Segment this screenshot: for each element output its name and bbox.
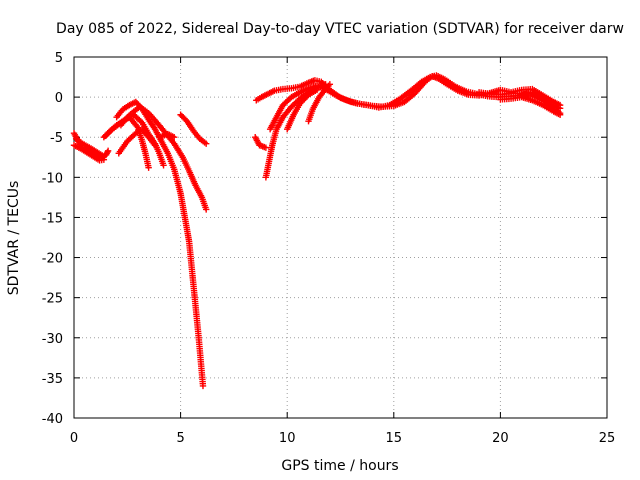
y-tick-label: -20 (42, 252, 63, 267)
data-point (262, 144, 270, 151)
series-arc-7 (115, 126, 159, 157)
y-tick-label: -30 (42, 332, 63, 347)
grid-lines (74, 57, 607, 418)
x-tick-label: 0 (70, 431, 78, 446)
chart-title: Day 085 of 2022, Sidereal Day-to-day VTE… (56, 21, 624, 37)
series-arc-17 (497, 93, 564, 118)
series-arc-10 (177, 111, 210, 147)
series-arc-15 (284, 86, 321, 133)
x-tick-label: 15 (386, 431, 403, 446)
x-tick-label: 25 (599, 431, 616, 446)
data-point (326, 81, 334, 88)
data-point (145, 164, 152, 171)
data-point (202, 206, 210, 213)
data-point (104, 148, 111, 156)
y-tick-label: -10 (42, 171, 63, 186)
x-tick-label: 5 (176, 431, 184, 446)
series-arc-18 (475, 89, 564, 112)
y-axis-title: SDTVAR / TECUs (6, 181, 22, 296)
series-arc-9 (156, 130, 178, 141)
y-tick-label: 0 (55, 91, 63, 106)
x-tick-label: 20 (492, 431, 509, 446)
y-tick-label: -25 (42, 292, 63, 307)
y-tick-label: 5 (55, 51, 63, 66)
series-arc-3 (72, 135, 108, 160)
y-tick-label: -35 (42, 372, 63, 387)
data-point (100, 153, 108, 160)
data-point (151, 142, 159, 149)
series-arc-11 (252, 134, 270, 151)
data-points (70, 72, 564, 390)
x-axis-title: GPS time / hours (281, 458, 398, 474)
y-tick-label: -5 (50, 131, 63, 146)
x-tick-label: 10 (279, 431, 296, 446)
data-point (556, 105, 564, 112)
plot-frame (73, 56, 608, 419)
y-tick-label: -15 (42, 211, 63, 226)
y-tick-label: -40 (42, 412, 63, 427)
series-arc-16 (305, 81, 334, 125)
data-point (556, 111, 564, 118)
data-point (313, 86, 321, 94)
data-point (202, 140, 210, 147)
data-point (171, 134, 178, 141)
data-point (104, 147, 112, 155)
data-point (137, 118, 145, 125)
series-arc-8 (102, 113, 152, 171)
data-point (160, 162, 167, 169)
axes: 0 5 10 15 20 25 5 0 -5 -10 -15 -20 -25 -30 -35 -40 (42, 51, 616, 446)
data-point (199, 382, 207, 390)
